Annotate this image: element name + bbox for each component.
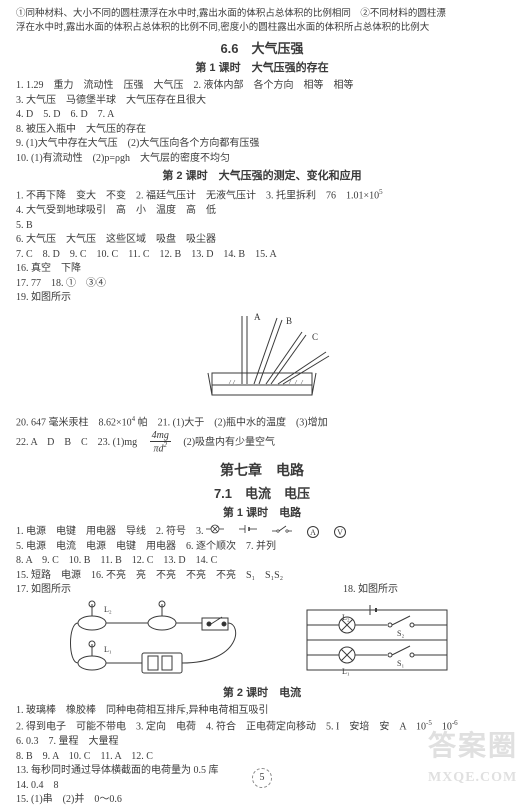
label-C: C: [312, 332, 318, 342]
sep: [322, 526, 332, 537]
schematic-label-S2: S₂: [397, 629, 404, 638]
answer-line: 17. 77 18. ① ③④: [16, 277, 508, 292]
sep: [260, 526, 270, 537]
answer-line: 19. 如图所示: [16, 291, 508, 306]
answer-line: 6. 0.3 7. 量程 大量程: [16, 735, 508, 750]
answer-line: 2. 得到电子 可能不带电 3. 定向 电荷 4. 符合 正电荷定向移动 5. …: [16, 718, 508, 735]
label-B: B: [286, 316, 292, 326]
fraction: 4mg πd2: [150, 431, 171, 454]
ammeter-symbol-icon: A: [307, 526, 319, 538]
answer-line: 1. 1.29 重力 流动性 压强 大气压 2. 液体内部 各个方向 相等 相等: [16, 79, 508, 94]
top-note-2: 浮在水中时,露出水面的体积占总体积的比例不同,密度小的圆柱露出水面的体积所占总体…: [16, 22, 508, 36]
answer-line: 4. D 5. D 6. D 7. A: [16, 108, 508, 123]
text: 1. 不再下降 变大 不变 2. 福廷气压计 无液气压计 3. 托里拆利 76 …: [16, 191, 379, 202]
answer-line: 13. 每秒同时通过导体横截面的电荷量为 0.5 库: [16, 764, 508, 779]
section-7-1-title: 7.1 电流 电压: [16, 485, 508, 504]
text: 22. A D B C 23. (1)mg: [16, 437, 147, 448]
answer-line: 7. C 8. D 9. C 10. C 11. C 12. B 13. D 1…: [16, 248, 508, 263]
circuit-label-L1: L₁: [104, 645, 112, 654]
answer-line: 8. A 9. C 10. B 11. B 12. C 13. D 14. C: [16, 554, 508, 569]
sep: [295, 526, 305, 537]
den-sup: 2: [164, 441, 168, 449]
answer-line: 5. B: [16, 219, 508, 234]
answer-line: 16. 真空 下降: [16, 262, 508, 277]
label-A: A: [254, 312, 261, 322]
page-content: ①同种材料、大小不同的圆柱漂浮在水中时,露出水面的体积占总体积的比例相同 ②不同…: [16, 8, 508, 808]
superscript: 5: [379, 188, 383, 196]
answer-line: 10. (1)有流动性 (2)p=ρgh 大气层的密度不均匀: [16, 152, 508, 167]
figure-circuit-physical: L₂ L₁: [62, 598, 252, 683]
circuit-label-L2: L₂: [104, 605, 112, 614]
answer-line: 8. B 9. A 10. C 11. A 12. C: [16, 750, 508, 765]
figure-tubes: A B C: [16, 310, 508, 411]
answer-line: 4. 大气受到地球吸引 高 小 温度 高 低: [16, 204, 508, 219]
bulb-symbol-icon: [206, 524, 224, 534]
figure-circuit-schematic: L₂ S₂ L₁ S₁: [292, 598, 462, 683]
answer-line: 6. 大气压 大气压 这些区域 吸盘 吸尘器: [16, 233, 508, 248]
answer-line: 5. 电源 电流 电源 电键 用电器 6. 逐个顺次 7. 并列: [16, 540, 508, 555]
answer-line: 8. 被压入瓶中 大气压的存在: [16, 123, 508, 138]
numerator: 4mg: [150, 431, 171, 442]
text: 2. 得到电子 可能不带电 3. 定向 电荷 4. 符合 正电荷定向移动 5. …: [16, 722, 426, 733]
section-6-6-title: 6.6 大气压强: [16, 40, 508, 59]
schematic-label-S1: S₁: [397, 659, 404, 668]
text: 10: [432, 722, 452, 733]
lesson-2-title-a: 第 2 课时 大气压强的测定、变化和应用: [16, 169, 508, 185]
answer-line: 1. 电源 电键 用电器 导线 2. 符号 3. A V: [16, 524, 508, 540]
answer-line: 1. 不再下降 变大 不变 2. 福廷气压计 无液气压计 3. 托里拆利 76 …: [16, 187, 508, 204]
text: 20. 647 毫米汞柱 8.62×10: [16, 417, 132, 428]
text: 1. 电源 电键 用电器 导线 2. 符号 3.: [16, 526, 206, 537]
answer-line: 9. (1)大气中存在大气压 (2)大气压向各个方向都有压强: [16, 137, 508, 152]
lesson-2-title-b: 第 2 课时 电流: [16, 686, 508, 702]
battery-symbol-icon: [239, 524, 257, 534]
answer-line: 1. 玻璃棒 橡胶棒 同种电荷相互排斥,异种电荷相互吸引: [16, 704, 508, 719]
answer-line: 18. 如图所示: [343, 583, 398, 598]
answer-line: 15. (1)串 (2)并 0～0.6: [16, 793, 508, 808]
answer-line: 22. A D B C 23. (1)mg 4mg πd2 (2)吸盘内有少量空…: [16, 431, 508, 454]
answer-line: 17. 如图所示: [16, 583, 71, 598]
answer-line: 15. 短路 电源 16. 不亮 亮 不亮 不亮 不亮 S₁ S₁S₂: [16, 569, 508, 584]
denominator: πd2: [150, 442, 171, 454]
answer-line: 3. 大气压 马德堡半球 大气压存在且很大: [16, 94, 508, 109]
den-text: πd: [153, 443, 163, 454]
superscript: -6: [452, 719, 458, 727]
sep: [227, 526, 237, 537]
schematic-label-L1: L₁: [342, 667, 350, 676]
schematic-label-L2: L₂: [342, 613, 350, 622]
lesson-1-title-a: 第 1 课时 大气压强的存在: [16, 61, 508, 77]
lesson-1-title-b: 第 1 课时 电路: [16, 506, 508, 522]
voltmeter-symbol-icon: V: [334, 526, 346, 538]
top-note-1: ①同种材料、大小不同的圆柱漂浮在水中时,露出水面的体积占总体积的比例相同 ②不同…: [16, 8, 508, 22]
answer-line: 20. 647 毫米汞柱 8.62×104 帕 21. (1)大于 (2)瓶中水…: [16, 414, 508, 431]
chapter-7-title: 第七章 电路: [16, 460, 508, 480]
text: (2)吸盘内有少量空气: [173, 437, 275, 448]
figures-circuits: L₂ L₁ L₂ S₂ L₁ S₁: [16, 598, 508, 683]
answer-line: 14. 0.4 8: [16, 779, 508, 794]
text: 帕 21. (1)大于 (2)瓶中水的温度 (3)增加: [135, 417, 327, 428]
switch-symbol-icon: [272, 524, 292, 534]
